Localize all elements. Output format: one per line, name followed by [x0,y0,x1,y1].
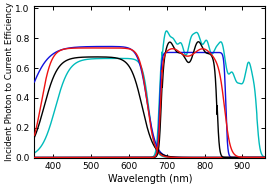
X-axis label: Wavelength (nm): Wavelength (nm) [107,174,192,184]
Y-axis label: Incident Photon to Current Efficiency: Incident Photon to Current Efficiency [5,2,14,161]
